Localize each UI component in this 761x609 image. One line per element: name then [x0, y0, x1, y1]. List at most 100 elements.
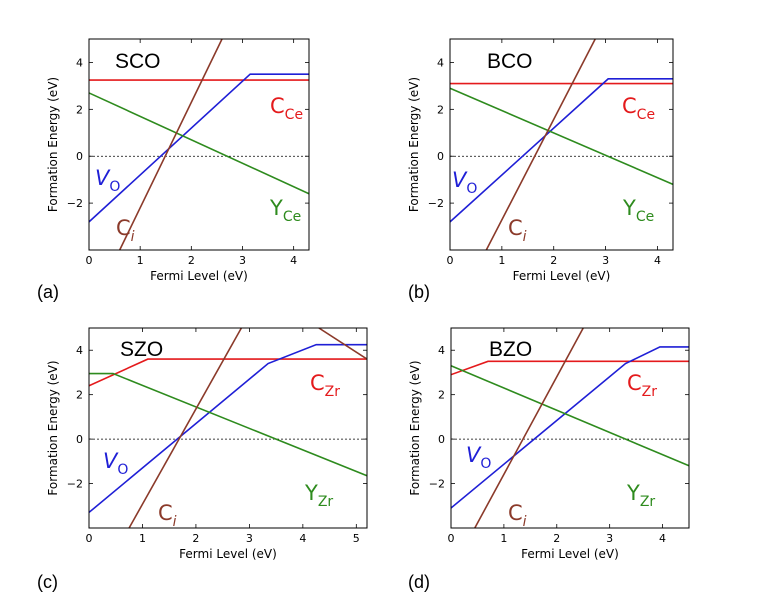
- y-tick-label: 4: [76, 344, 83, 357]
- y-tick-label: 4: [438, 344, 445, 357]
- defect-label-symbol: C: [622, 94, 637, 118]
- defect-label-subscript: Zr: [325, 384, 341, 400]
- defect-label-subscript: i: [523, 514, 527, 530]
- panel-tag: (b): [408, 282, 430, 302]
- defect-label-v-o: VO: [103, 449, 128, 478]
- defect-label-symbol: Y: [269, 196, 283, 220]
- series-line-c-i: [474, 328, 584, 528]
- panel-title: BCO: [487, 50, 533, 73]
- series-line-c-zr: [89, 358, 367, 387]
- defect-label-subscript: Ce: [285, 107, 303, 123]
- defect-label-y-ce: YCe: [622, 196, 654, 225]
- defect-label-v-o: VO: [466, 443, 491, 472]
- defect-label-subscript: O: [480, 456, 491, 472]
- panel-tag: (a): [37, 282, 59, 302]
- defect-label-symbol: V: [103, 449, 119, 473]
- series-line-v-o: [89, 343, 367, 514]
- y-tick-label: 0: [76, 150, 83, 163]
- defect-label-subscript: Zr: [642, 384, 658, 400]
- panel-title: SZO: [120, 338, 163, 361]
- x-tick-label: 0: [86, 532, 93, 545]
- plot-frame: [88, 327, 368, 529]
- panel-title: SCO: [115, 50, 161, 73]
- defect-label-subscript: Ce: [283, 209, 301, 225]
- series-line-c-zr: [451, 360, 689, 376]
- panel-2: 0 1 2 3 4 5 −2 0 2 4 Fermi Level (eV) Formation Ene…: [37, 327, 368, 592]
- defect-label-symbol: C: [116, 216, 131, 240]
- y-tick-label: 2: [438, 389, 445, 402]
- x-tick-label: 0: [86, 254, 93, 267]
- y-axis-label: Formation Energy (eV): [407, 77, 421, 212]
- y-axis-label: Formation Energy (eV): [408, 360, 422, 495]
- x-tick-label: 2: [188, 254, 195, 267]
- defect-label-c-i: Ci: [508, 216, 527, 245]
- x-tick-label: 0: [447, 254, 454, 267]
- defect-label-symbol: C: [270, 94, 285, 118]
- plot-frame: [88, 38, 310, 251]
- defect-label-symbol: V: [95, 166, 111, 190]
- series-line-y-ce: [89, 92, 309, 195]
- y-tick-label: −2: [428, 197, 444, 210]
- defect-label-subscript: i: [523, 229, 527, 245]
- series-line-v-o: [89, 73, 309, 223]
- x-tick-label: 3: [246, 532, 253, 545]
- series-line-c-i-high-e-branch-: [318, 328, 367, 360]
- defect-label-symbol: C: [508, 501, 523, 525]
- y-axis-label: Formation Energy (eV): [46, 360, 60, 495]
- y-tick-label: 2: [76, 103, 83, 116]
- y-tick-label: 0: [76, 433, 83, 446]
- x-axis-label: Fermi Level (eV): [179, 547, 277, 561]
- x-tick-label: 1: [498, 254, 505, 267]
- panel-0: 0 1 2 3 4 −2 0 2 4 Fermi Level (eV) Formation Ener…: [37, 38, 310, 302]
- y-tick-label: 0: [438, 433, 445, 446]
- defect-label-c-i: Ci: [116, 216, 135, 245]
- x-axis-label: Fermi Level (eV): [150, 269, 248, 283]
- y-tick-label: 4: [437, 56, 444, 69]
- panel-1: 0 1 2 3 4 −2 0 2 4 Fermi Level (eV) Formation Ener…: [407, 38, 674, 302]
- x-tick-label: 4: [290, 254, 297, 267]
- series-line-c-i: [118, 39, 223, 250]
- x-tick-label: 4: [299, 532, 306, 545]
- series-line-v-o: [451, 346, 689, 509]
- defect-label-symbol: C: [508, 216, 523, 240]
- panel-3: 0 1 2 3 4 −2 0 2 4 Fermi Level (eV) Formation Ener…: [408, 327, 690, 592]
- series-line-v-o: [450, 78, 673, 223]
- x-tick-label: 3: [606, 532, 613, 545]
- defect-label-c-zr: CZr: [627, 371, 657, 400]
- panel-tag: (c): [37, 572, 58, 592]
- defect-label-c-i: Ci: [158, 501, 177, 530]
- x-tick-label: 3: [602, 254, 609, 267]
- defect-label-subscript: Ce: [637, 107, 655, 123]
- defect-label-symbol: C: [158, 501, 173, 525]
- x-axis-label: Fermi Level (eV): [521, 547, 619, 561]
- y-tick-label: 0: [437, 150, 444, 163]
- y-tick-label: 2: [76, 389, 83, 402]
- y-tick-label: −2: [67, 197, 83, 210]
- defect-label-c-i: Ci: [508, 501, 527, 530]
- x-tick-label: 5: [353, 532, 360, 545]
- x-tick-label: 2: [192, 532, 199, 545]
- defect-label-subscript: O: [109, 179, 120, 195]
- defect-label-symbol: Y: [304, 481, 318, 505]
- x-tick-label: 4: [659, 532, 666, 545]
- x-tick-label: 2: [553, 532, 560, 545]
- series-line-y-zr: [451, 365, 689, 467]
- defect-label-symbol: Y: [626, 481, 640, 505]
- defect-label-symbol: V: [452, 168, 468, 192]
- defect-label-c-zr: CZr: [310, 371, 340, 400]
- plot-frame: [450, 327, 690, 529]
- defect-label-subscript: i: [131, 229, 135, 245]
- y-tick-label: −2: [429, 478, 445, 491]
- panel-title: BZO: [489, 338, 532, 361]
- x-axis-label: Fermi Level (eV): [513, 269, 611, 283]
- defect-label-subscript: O: [117, 462, 128, 478]
- y-tick-label: 4: [76, 56, 83, 69]
- y-axis-label: Formation Energy (eV): [46, 77, 60, 212]
- defect-label-y-zr: YZr: [626, 481, 655, 510]
- x-tick-label: 1: [137, 254, 144, 267]
- series-line-c-i: [128, 328, 243, 528]
- defect-label-v-o: VO: [95, 166, 120, 195]
- x-tick-label: 1: [500, 532, 507, 545]
- defect-label-subscript: i: [173, 514, 177, 530]
